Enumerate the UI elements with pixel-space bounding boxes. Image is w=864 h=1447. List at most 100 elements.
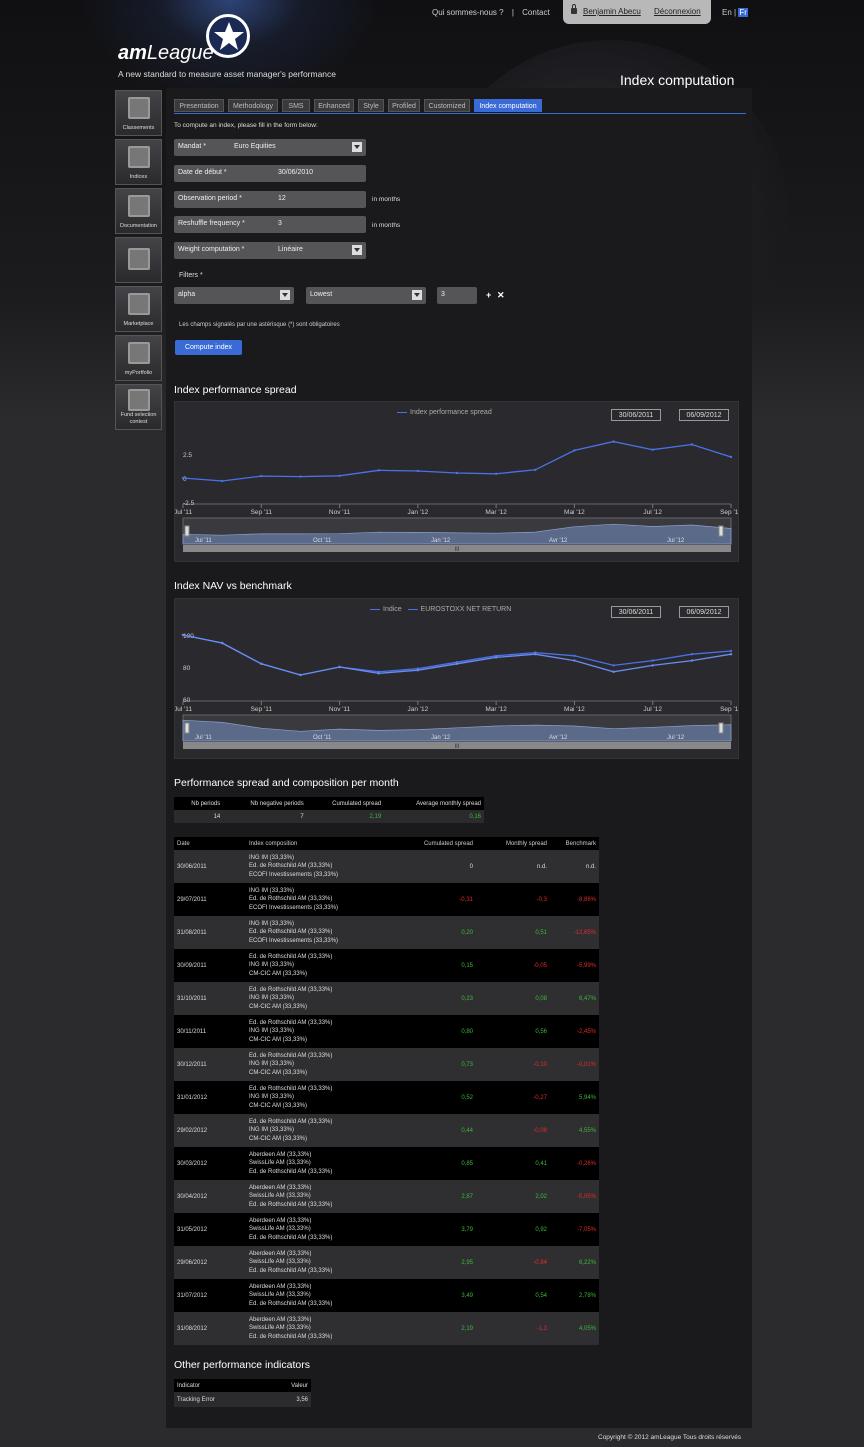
data-point[interactable] — [612, 670, 615, 673]
tab-methodology[interactable]: Methodology — [228, 99, 278, 112]
composition-line: CM-CIC AM (33,33%) — [249, 1135, 308, 1142]
data-point[interactable] — [299, 673, 302, 677]
scrollbar-grip[interactable]: III — [454, 547, 459, 553]
row-benchmark: 4,05% — [550, 1312, 599, 1345]
data-point[interactable] — [494, 656, 498, 659]
data-point[interactable] — [260, 474, 263, 478]
data-point[interactable] — [455, 662, 459, 665]
data-point[interactable] — [729, 649, 733, 653]
chart1-legend[interactable]: Index performance spread — [397, 409, 492, 416]
data-point[interactable] — [651, 659, 654, 662]
data-point[interactable] — [181, 476, 185, 480]
data-point[interactable] — [729, 653, 733, 656]
data-point[interactable] — [534, 468, 537, 472]
data-point[interactable] — [534, 653, 537, 656]
compute-index-button[interactable]: Compute index — [175, 340, 242, 355]
lang-en[interactable]: En — [722, 8, 732, 17]
tab-enhanced[interactable]: Enhanced — [314, 99, 354, 112]
navigator-right-handle[interactable] — [718, 722, 724, 734]
chart1-date-from[interactable]: 30/06/2011 — [611, 409, 661, 421]
mandat-select[interactable]: Mandat * Euro Equities — [174, 139, 366, 156]
navigator-left-handle[interactable] — [184, 722, 190, 734]
data-point[interactable] — [260, 662, 263, 665]
navigator-scrollbar[interactable] — [183, 545, 731, 552]
contact-link[interactable]: Contact — [522, 8, 550, 17]
data-point[interactable] — [651, 664, 654, 667]
x-tick-label: Jul '12 — [643, 509, 662, 516]
chart2-date-to[interactable]: 06/09/2012 — [679, 606, 729, 618]
data-point[interactable] — [612, 664, 615, 667]
chart2-date-from[interactable]: 30/06/2011 — [611, 606, 661, 618]
navigator-right-handle[interactable] — [718, 525, 724, 537]
table-row: 30/06/2011 ING IM (33,33%) Ed. de Rothschi… — [174, 850, 599, 883]
lang-separator: | — [734, 8, 737, 17]
navigator-scrollbar[interactable] — [183, 742, 731, 749]
lang-fr[interactable]: Fr — [738, 8, 748, 17]
data-point[interactable] — [338, 474, 341, 477]
nav-vs-benchmark-chart[interactable]: 100 80 60 Jul '11 Sep '11 Nov '11 Jan '12 Mar '… — [174, 598, 739, 759]
navigator-tick-label: Avr '12 — [549, 538, 568, 544]
data-point[interactable] — [612, 440, 615, 443]
filter-count-input[interactable]: 3 — [437, 287, 477, 304]
data-point[interactable] — [377, 672, 380, 675]
logout-link[interactable]: Déconnexion — [654, 7, 701, 16]
tab-customized[interactable]: Customized — [424, 99, 470, 112]
sidebar-item-documentation[interactable]: Documentation — [115, 188, 162, 234]
user-name-link[interactable]: Benjamin Abecu — [583, 7, 641, 16]
data-point[interactable] — [416, 469, 420, 473]
data-point[interactable] — [690, 659, 694, 662]
data-point[interactable] — [377, 469, 380, 472]
data-point[interactable] — [338, 665, 341, 669]
sidebar-item-news[interactable] — [115, 237, 162, 283]
data-point[interactable] — [690, 443, 694, 446]
data-point[interactable] — [494, 472, 498, 475]
start-date-field[interactable]: Date de début * 30/06/2010 — [174, 165, 366, 182]
navigator-left-handle[interactable] — [184, 525, 190, 537]
scrollbar-grip[interactable]: III — [454, 744, 459, 750]
tab-presentation[interactable]: Presentation — [174, 99, 224, 112]
data-point[interactable] — [690, 653, 694, 656]
data-point[interactable] — [651, 448, 654, 451]
chart2-legend[interactable]: Indice EUROSTOXX NET RETURN — [370, 606, 511, 613]
performance-spread-chart[interactable]: 2.5 0 -2.5 Jul '11 Sep '11 Nov '11 Jan '12 Mar … — [174, 401, 739, 562]
composition-line: Aberdeen AM (33,33%) — [249, 1151, 312, 1158]
tab-sms[interactable]: SMS — [282, 99, 310, 112]
data-point[interactable] — [455, 471, 459, 475]
x-tick-label: Jan '12 — [407, 706, 428, 713]
tab-style[interactable]: Style — [358, 99, 384, 112]
page-title: Index computation — [620, 72, 735, 88]
tab-profiled[interactable]: Profiled — [388, 99, 420, 112]
tab-index-computation[interactable]: Index computation — [474, 99, 542, 112]
data-point[interactable] — [573, 654, 576, 657]
data-point[interactable] — [573, 449, 576, 452]
remove-filter-icon[interactable]: ✕ — [497, 290, 505, 300]
about-link[interactable]: Qui sommes-nous ? — [432, 8, 504, 17]
data-point[interactable] — [416, 669, 420, 672]
observation-period-field[interactable]: Observation period * 12 — [174, 191, 366, 208]
data-point[interactable] — [181, 633, 185, 637]
composition-line: Aberdeen AM (33,33%) — [249, 1250, 312, 1257]
sidebar-item-classements[interactable]: Classements — [115, 90, 162, 136]
data-point[interactable] — [573, 659, 576, 662]
obs-unit: in months — [372, 196, 401, 203]
add-filter-icon[interactable]: + — [486, 290, 492, 300]
sidebar-item-indices[interactable]: Indices — [115, 139, 162, 185]
logo[interactable]: amLeague — [118, 42, 214, 65]
col-value: Valeur — [263, 1379, 311, 1392]
y-tick-label: 60 — [183, 697, 191, 704]
sidebar-item-fund-selection-contest[interactable]: Fund selection contest — [115, 384, 162, 430]
data-point[interactable] — [220, 479, 224, 483]
row-date: 30/04/2012 — [174, 1180, 246, 1213]
weight-computation-select[interactable]: Weight computation * Linéaire — [174, 242, 366, 259]
user-box: Benjamin Abecu Déconnexion — [563, 0, 711, 24]
data-point[interactable] — [220, 641, 224, 645]
chart1-date-to[interactable]: 06/09/2012 — [679, 409, 729, 421]
data-point[interactable] — [729, 455, 733, 459]
reshuffle-frequency-field[interactable]: Reshuffle frequency * 3 — [174, 216, 366, 233]
filter-order-select[interactable]: Lowest — [306, 287, 426, 304]
sidebar-item-marketplace[interactable]: Marketplace — [115, 286, 162, 332]
sidebar-item-myportfolio[interactable]: myPortfolio — [115, 335, 162, 381]
data-point[interactable] — [299, 475, 302, 478]
filter-metric-select[interactable]: alpha — [174, 287, 294, 304]
composition-line: Aberdeen AM (33,33%) — [249, 1283, 312, 1290]
